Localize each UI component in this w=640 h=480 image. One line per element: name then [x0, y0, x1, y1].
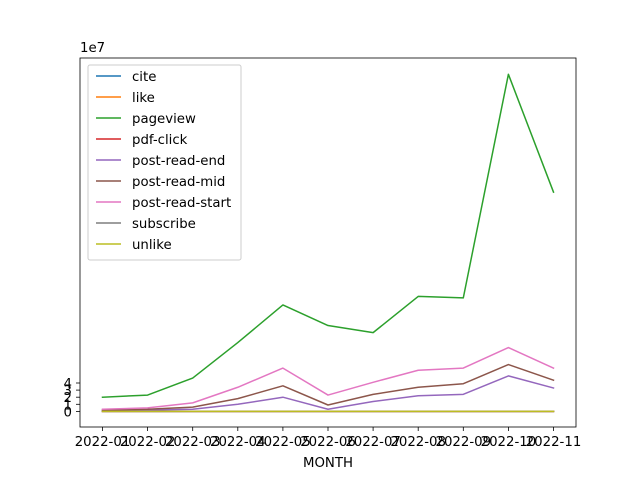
x-tick-label: 2022-10 — [481, 435, 537, 450]
x-tick-label: 2022-09 — [436, 435, 492, 450]
series-line-post-read-mid — [101, 363, 555, 411]
legend-label: post-read-mid — [132, 175, 225, 190]
legend: cite like pageview pdf-click post-read-end po… — [87, 64, 242, 261]
x-tick-label: 2022-03 — [165, 435, 221, 450]
legend-label: pageview — [132, 112, 196, 127]
x-axis: 2022-012022-022022-032022-042022-052022-… — [75, 427, 582, 450]
y-tick-label: 0 — [64, 405, 72, 420]
x-tick-label: 2022-06 — [300, 435, 356, 450]
y-tick-label: 2 — [64, 391, 72, 406]
legend-label: cite — [132, 70, 156, 85]
y-axis-multiplier: 1e7 — [80, 41, 105, 56]
y-tick-label: 3 — [64, 384, 72, 399]
x-tick-label: 2022-05 — [255, 435, 311, 450]
series-layer — [101, 73, 555, 413]
legend-label: post-read-start — [132, 196, 231, 211]
x-tick-label: 2022-07 — [345, 435, 401, 450]
series-line-pageview — [101, 73, 555, 398]
legend-box — [87, 64, 242, 261]
legend-label: unlike — [132, 238, 172, 253]
x-tick-label: 2022-02 — [120, 435, 176, 450]
x-tick-label: 2022-04 — [210, 435, 266, 450]
x-tick-label: 2022-01 — [75, 435, 131, 450]
y-tick-label: 4 — [64, 377, 72, 392]
series-line-post-read-start — [101, 346, 555, 411]
legend-label: pdf-click — [132, 133, 188, 148]
series-line-post-read-end — [101, 375, 555, 412]
legend-label: post-read-end — [132, 154, 225, 169]
x-tick-label: 2022-08 — [390, 435, 446, 450]
y-tick-label: 1 — [64, 398, 72, 413]
legend-label: like — [132, 91, 155, 106]
x-tick-label: 2022-11 — [526, 435, 582, 450]
x-axis-label: MONTH — [303, 456, 353, 471]
legend-label: subscribe — [132, 217, 196, 232]
